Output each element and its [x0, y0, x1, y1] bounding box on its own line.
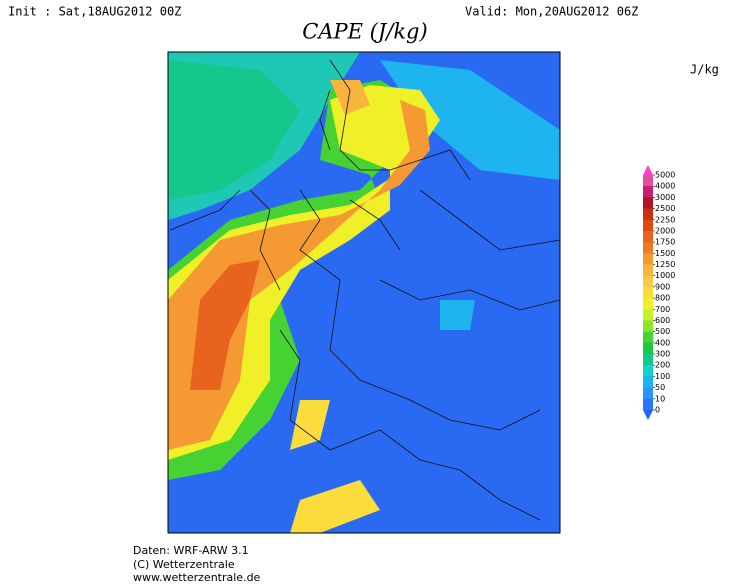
colorbar-label: 1750	[655, 238, 675, 247]
colorbar-segment	[643, 354, 653, 366]
colorbar-segment	[643, 387, 653, 400]
colorbar-bottom-arrow	[643, 410, 653, 420]
map-frame	[167, 51, 561, 534]
colorbar-segment	[643, 398, 653, 411]
colorbar-label: 5000	[655, 171, 675, 180]
colorbar-segment	[643, 275, 653, 288]
colorbar-label: 600	[655, 316, 670, 325]
colorbar-segment	[643, 175, 653, 187]
colorbar-label: 50	[655, 383, 665, 392]
colorbar-label: 2500	[655, 204, 675, 213]
colorbar-segment	[643, 230, 653, 243]
unit-label: J/kg	[690, 63, 719, 77]
colorbar-label: 400	[655, 338, 670, 347]
colorbar-top-arrow	[643, 165, 653, 175]
map	[168, 52, 560, 533]
colorbar-label: 900	[655, 282, 670, 291]
colorbar-segment	[643, 320, 653, 333]
colorbar-segment	[643, 365, 653, 377]
colorbar-label: 10	[655, 394, 665, 403]
colorbar-label: 2250	[655, 215, 675, 224]
valid-time: Valid: Mon,20AUG2012 06Z	[465, 5, 638, 19]
footer-line: www.wetterzentrale.de	[133, 571, 261, 584]
map-title: CAPE (J/kg)	[302, 20, 427, 44]
colorbar-segment	[643, 242, 653, 254]
footer-line: Daten: WRF-ARW 3.1	[133, 544, 249, 557]
colorbar-segment	[643, 253, 653, 266]
colorbar-segment	[643, 219, 653, 232]
colorbar-segment	[643, 286, 653, 299]
colorbar-label: 3000	[655, 193, 675, 202]
footer-line: (C) Wetterzentrale	[133, 558, 235, 571]
colorbar-segment	[643, 264, 653, 277]
colorbar-label: 0	[655, 406, 660, 415]
colorbar-segment	[643, 298, 653, 310]
colorbar-segment	[643, 309, 653, 321]
colorbar-label: 700	[655, 305, 670, 314]
colorbar-segment	[643, 342, 653, 355]
colorbar-label: 1000	[655, 271, 675, 280]
colorbar-segment	[643, 376, 653, 389]
colorbar-label: 200	[655, 361, 670, 370]
colorbar-label: 300	[655, 350, 670, 359]
colorbar-label: 1500	[655, 249, 675, 258]
colorbar-label: 4000	[655, 182, 675, 191]
colorbar-segment	[643, 331, 653, 344]
init-time: Init : Sat,18AUG2012 00Z	[8, 5, 181, 19]
colorbar-segment	[643, 197, 653, 210]
colorbar-segment	[643, 208, 653, 221]
colorbar-label: 500	[655, 327, 670, 336]
colorbar-segment	[643, 186, 653, 198]
colorbar-label: 1250	[655, 260, 675, 269]
colorbar-label: 100	[655, 372, 670, 381]
colorbar-label: 2000	[655, 226, 675, 235]
colorbar-label: 800	[655, 294, 670, 303]
